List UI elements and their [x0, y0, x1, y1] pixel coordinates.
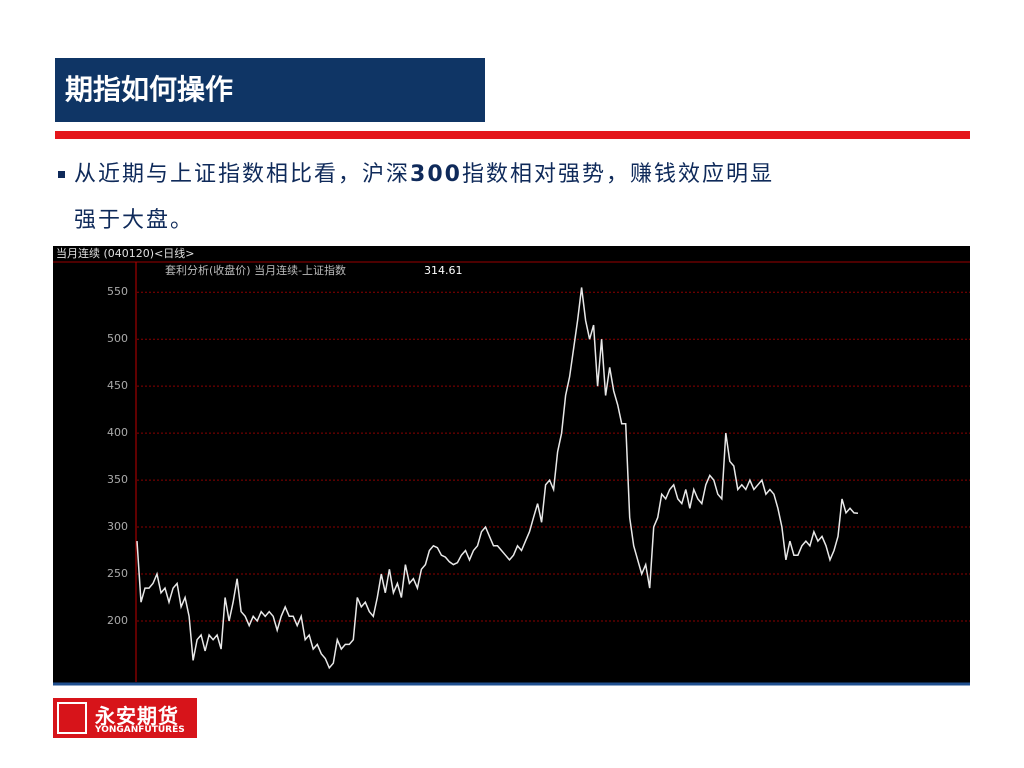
logo-icon [57, 702, 87, 734]
y-tick-label: 350 [107, 473, 128, 486]
logo-name: 永安期货 [95, 704, 179, 728]
y-tick-label: 450 [107, 379, 128, 392]
logo-english: YONGANFUTURES [95, 725, 185, 735]
latest-value: 314.61 [424, 264, 463, 277]
text: 300 [410, 162, 462, 187]
text: 指数相对强势，赚钱效应明显 [461, 162, 774, 187]
bullet-line: 从近期与上证指数相比看，沪深300指数相对强势，赚钱效应明显 [58, 152, 774, 198]
divider [55, 131, 970, 139]
y-tick-label: 300 [107, 520, 128, 533]
y-tick-label: 200 [107, 614, 128, 627]
logo: 永安期货 YONGANFUTURES [53, 698, 197, 738]
chart-title: 当月连续 (040120)<日线> [56, 246, 195, 260]
line [136, 287, 859, 670]
chart-bg [53, 246, 970, 683]
text: 从近期与上证指数相比看，沪深 [74, 162, 411, 187]
slide-title: 期指如何操作 [55, 58, 485, 122]
y-tick-label: 550 [107, 285, 128, 298]
y-tick-label: 400 [107, 426, 128, 439]
bullet-line: 强于大盘。 [74, 208, 195, 233]
y-tick-label: 250 [107, 567, 128, 580]
chart-subtitle: 套利分析(收盘价) 当月连续-上证指数 [165, 263, 346, 277]
bullet-marker [58, 171, 65, 178]
y-tick-label: 500 [107, 332, 128, 345]
bullet: 从近期与上证指数相比看，沪深300指数相对强势，赚钱效应明显 强于大盘。 [58, 152, 774, 244]
